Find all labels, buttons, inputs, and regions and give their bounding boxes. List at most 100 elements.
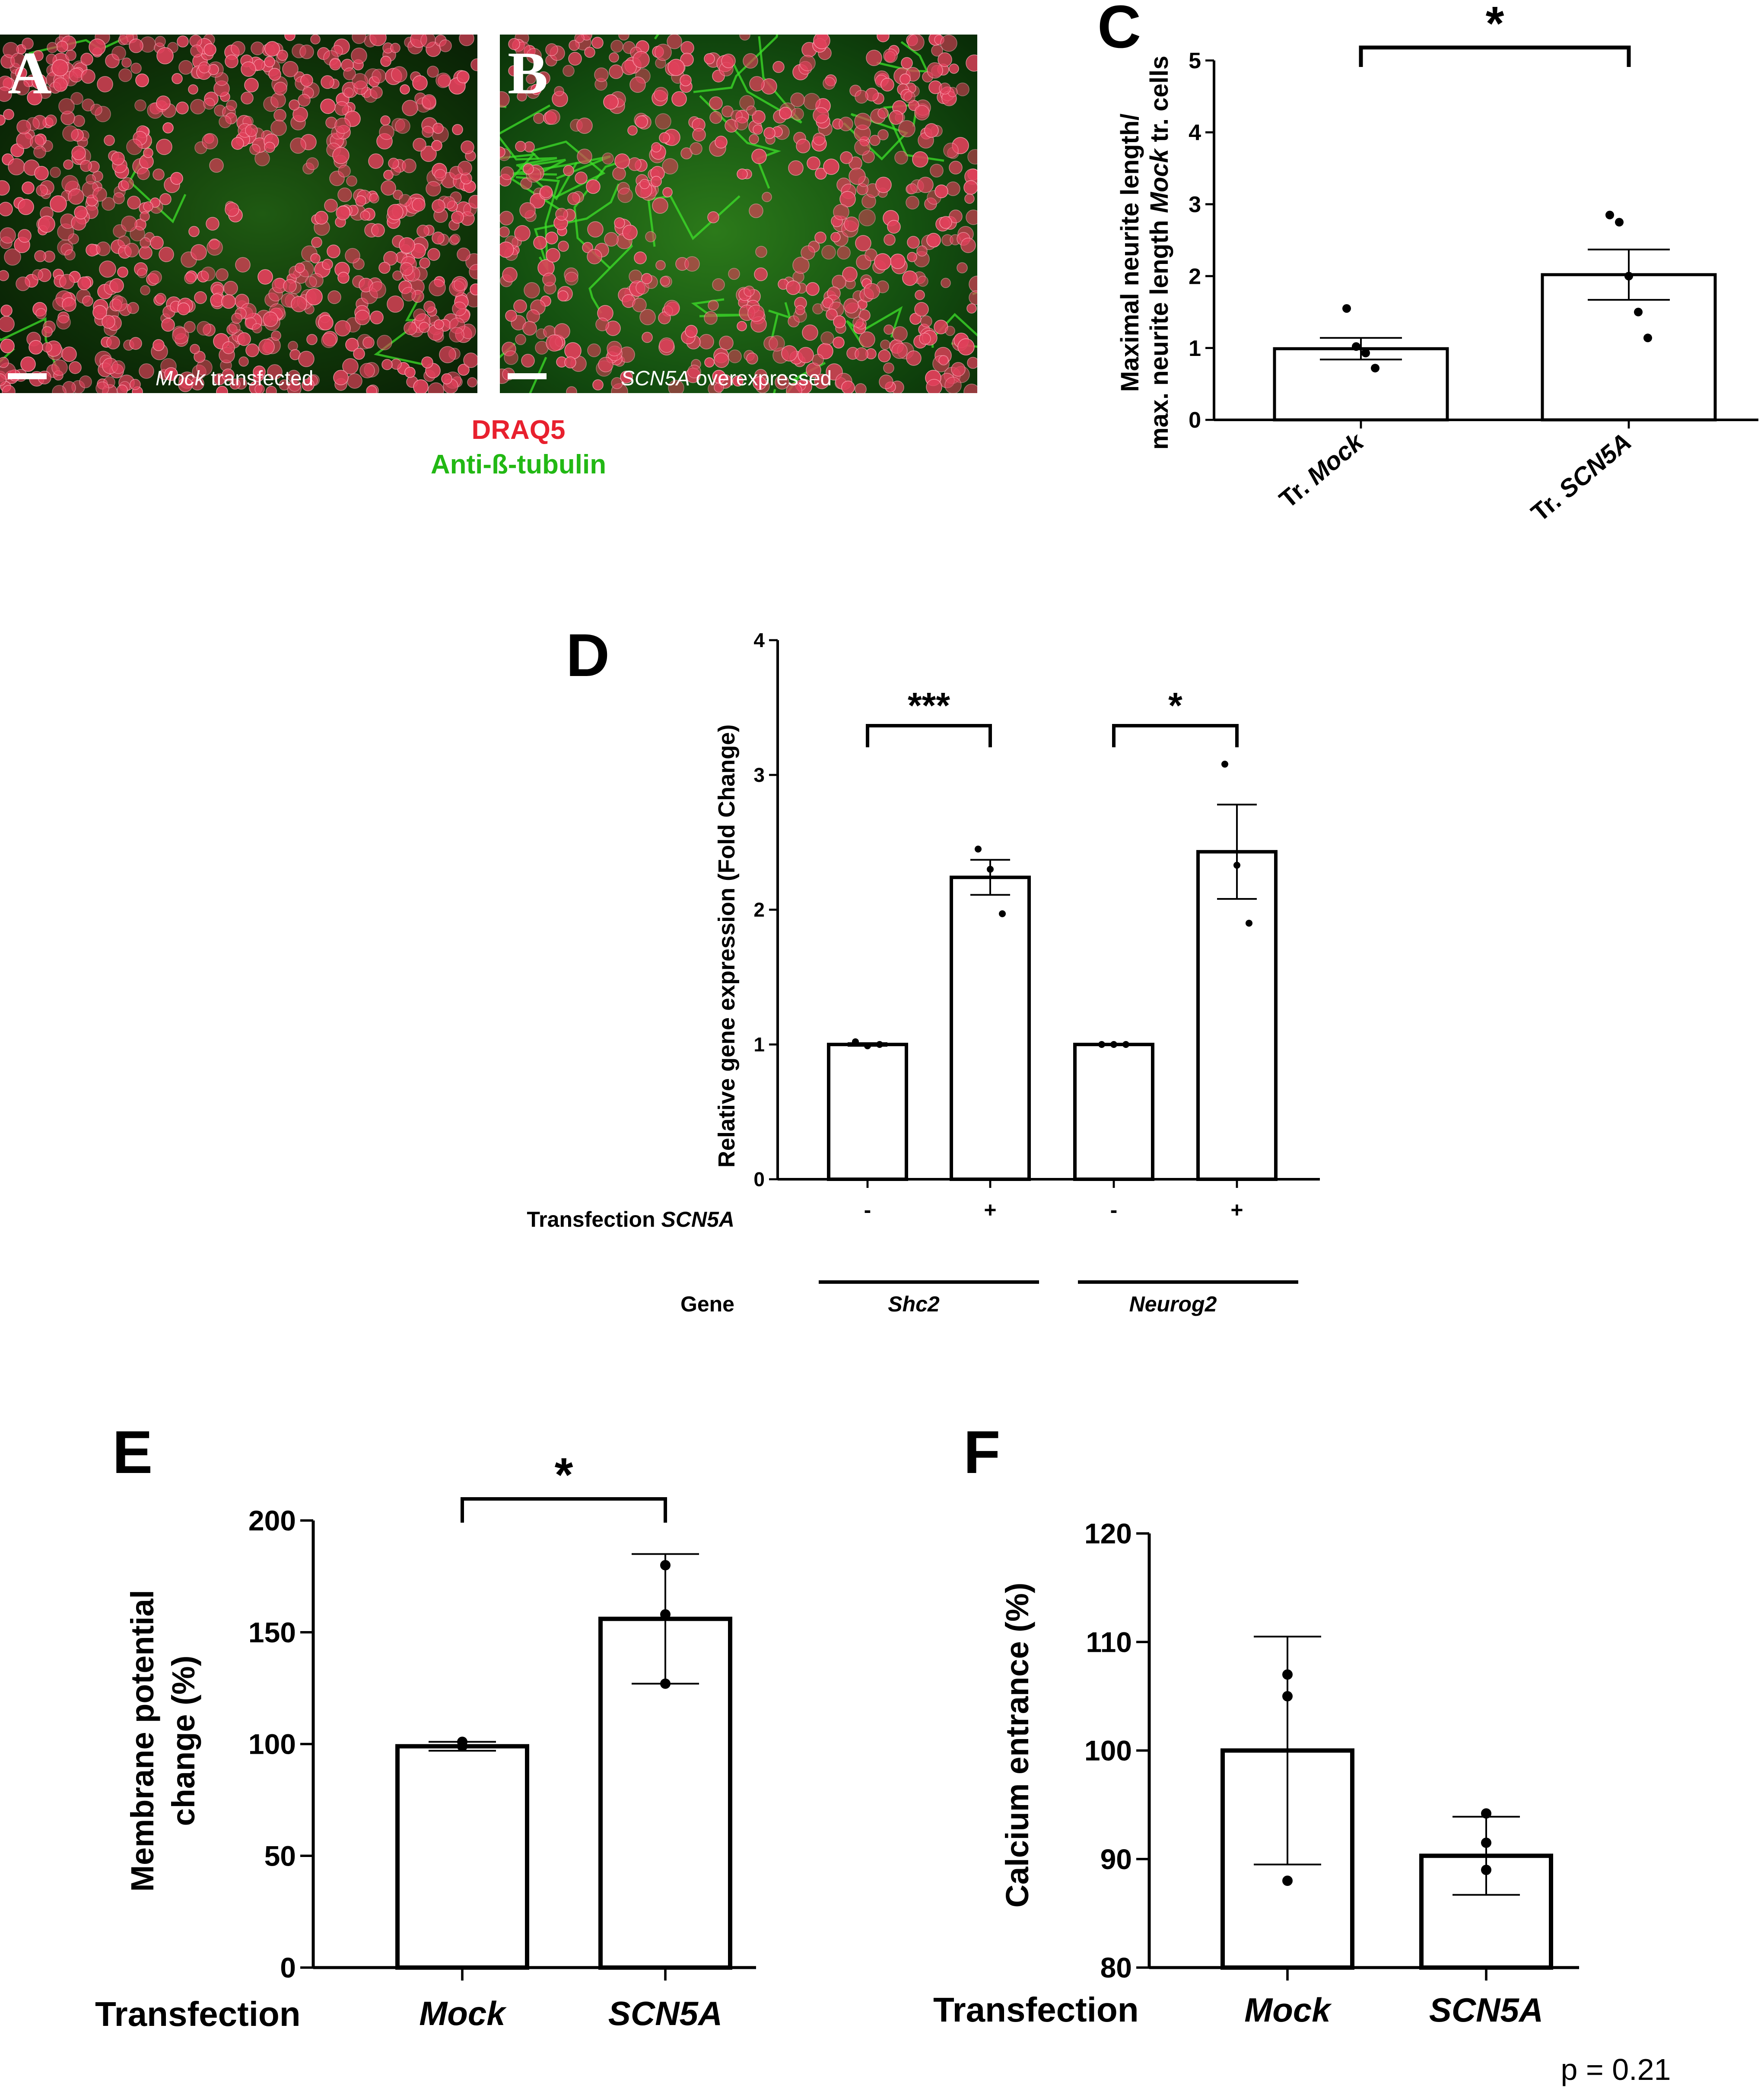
significance-bracket [1359, 45, 1631, 67]
scale-bar-b [508, 373, 547, 379]
nucleus [197, 321, 211, 336]
nucleus [554, 86, 564, 96]
nucleus [322, 259, 333, 270]
nucleus [513, 299, 527, 313]
nucleus [458, 364, 470, 376]
nucleus [938, 52, 952, 67]
nucleus [56, 315, 71, 330]
nucleus [413, 138, 426, 152]
nucleus [68, 188, 84, 205]
nucleus [368, 153, 384, 169]
nucleus [906, 196, 919, 210]
nucleus [306, 157, 319, 170]
nucleus [400, 262, 413, 276]
nucleus [392, 270, 403, 281]
nucleus [0, 316, 15, 332]
nucleus [359, 363, 375, 378]
nucleus [263, 311, 278, 327]
nucleus [59, 274, 75, 289]
nucleus [249, 144, 261, 155]
nucleus [801, 245, 815, 260]
nucleus [786, 383, 802, 393]
nucleus [753, 124, 763, 135]
nucleus [531, 84, 542, 95]
nucleus [607, 341, 622, 356]
nucleus [351, 48, 367, 64]
nucleus [869, 135, 880, 146]
nucleus [381, 180, 396, 196]
nucleus [310, 35, 321, 44]
nucleus [927, 62, 943, 79]
nucleus [420, 35, 436, 48]
nucleus [431, 140, 442, 151]
nucleus [321, 333, 337, 348]
bar [827, 1043, 908, 1181]
nucleus [416, 225, 429, 238]
nucleus [468, 195, 477, 209]
nucleus [334, 320, 351, 336]
nucleus [587, 343, 601, 357]
nucleus [342, 358, 359, 375]
nucleus [126, 139, 143, 155]
nucleus [225, 54, 238, 68]
nucleus [841, 381, 855, 393]
nucleus [372, 69, 386, 83]
nucleus [737, 168, 748, 180]
transfection-row-label-text: Transfection [527, 1207, 661, 1232]
nucleus [655, 44, 672, 61]
nucleus [113, 192, 125, 204]
nucleus [842, 267, 858, 282]
nucleus [52, 385, 67, 393]
nucleus [545, 232, 558, 244]
x-tick-label: SCN5A [1429, 1991, 1543, 2029]
nucleus [645, 231, 656, 242]
nucleus [20, 356, 36, 372]
nucleus [917, 276, 928, 287]
nucleus [302, 378, 315, 391]
chart-neurite-length: C Maximal neurite length/ max. neurite l… [1097, 0, 1758, 527]
nucleus [412, 198, 426, 212]
nucleus [292, 107, 308, 122]
data-point [1481, 1838, 1491, 1848]
nucleus [944, 377, 962, 393]
neurite [28, 35, 135, 97]
nucleus [22, 181, 35, 194]
y-tick-label: 0 [280, 1952, 296, 1984]
nucleus [807, 156, 820, 170]
nucleus [709, 96, 723, 110]
nucleus [781, 345, 798, 362]
y-tick-label: 5 [1189, 48, 1201, 73]
y-tick-label: 4 [1189, 121, 1201, 146]
nucleus [451, 211, 464, 224]
nucleus [526, 309, 540, 323]
nucleus [50, 167, 61, 178]
nucleus [130, 63, 142, 74]
y-axis-label-c: Maximal neurite length/ max. neurite len… [1116, 56, 1173, 450]
nucleus [245, 124, 258, 137]
nucleus [949, 161, 963, 175]
y-tick-label: 150 [248, 1616, 296, 1648]
nucleus [143, 201, 153, 212]
nucleus [338, 165, 351, 178]
nucleus [104, 135, 115, 146]
nucleus [546, 248, 560, 263]
nucleus [427, 66, 439, 78]
nucleus [435, 73, 451, 88]
x-tick-label: Tr. SCN5A [1526, 428, 1637, 527]
gene-name: Shc2 [888, 1292, 940, 1316]
nucleus [907, 252, 917, 262]
nucleus [887, 220, 901, 234]
nucleus [90, 104, 102, 116]
nucleus [523, 163, 534, 175]
nucleus [587, 249, 602, 264]
nucleus [609, 52, 619, 63]
nucleus [216, 268, 229, 281]
nucleus [159, 193, 172, 205]
nucleus [902, 270, 918, 286]
nucleus [51, 359, 68, 376]
data-point [1122, 1041, 1129, 1048]
nucleus [901, 57, 913, 69]
nucleus [62, 125, 79, 142]
nucleus [127, 196, 141, 210]
nucleus [833, 336, 845, 349]
